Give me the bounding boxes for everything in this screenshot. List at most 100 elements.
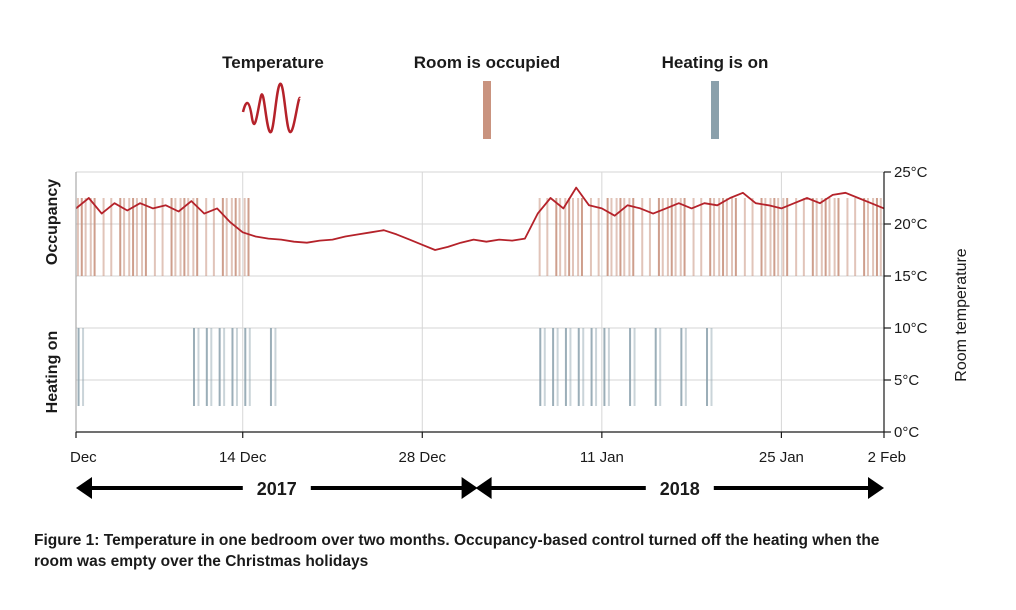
occupancy-bar: [183, 198, 186, 276]
heating-bar: [274, 328, 277, 406]
occupancy-bar: [795, 198, 798, 276]
legend-label-heating: Heating is on: [662, 53, 769, 72]
heating-bar: [659, 328, 662, 406]
occupancy-bar: [580, 198, 583, 276]
occupancy-bar: [623, 198, 626, 276]
x-tick-label: 25 Jan: [759, 449, 804, 466]
occupancy-bar: [833, 198, 836, 276]
occupancy-bar: [751, 198, 754, 276]
heating-bar: [603, 328, 606, 406]
occupancy-bar: [597, 198, 600, 276]
occupancy-bar: [123, 198, 126, 276]
heating-bar: [582, 328, 585, 406]
occupancy-bar: [161, 198, 164, 276]
occupancy-bar: [628, 198, 631, 276]
heating-bar: [590, 328, 593, 406]
occupancy-bar: [773, 198, 776, 276]
occupancy-bar: [80, 198, 83, 276]
legend-label-occupied: Room is occupied: [414, 53, 560, 72]
heating-bar: [654, 328, 657, 406]
occupancy-bar: [610, 198, 613, 276]
y-tick-labels: 0°C 5°C 10°C 15°C 20°C 25°C: [884, 164, 928, 441]
occupancy-bar: [760, 198, 763, 276]
occupancy-bar: [93, 198, 96, 276]
year-arrows: 2017 2018: [76, 477, 884, 499]
occupancy-bar: [837, 198, 840, 276]
x-tick-label: 2 Feb: [868, 449, 906, 466]
occupancy-bar: [769, 198, 772, 276]
occupancy-bar: [879, 198, 882, 276]
occupancy-bar: [230, 198, 233, 276]
legend: Temperature Room is occupied Heating is …: [222, 53, 768, 139]
occupancy-bar: [657, 198, 660, 276]
occupancy-bar: [234, 198, 237, 276]
occupancy-bar: [225, 198, 228, 276]
occupancy-bar: [174, 198, 177, 276]
x-tick-labels: Dec 14 Dec 28 Dec 11 Jan 25 Jan 2 Feb: [70, 432, 906, 466]
year-arrow-head-right: [461, 477, 478, 499]
occupancy-bar: [820, 198, 823, 276]
occupancy-bar: [132, 198, 135, 276]
occupancy-bar: [141, 198, 144, 276]
occupancy-bar: [854, 198, 857, 276]
occupancy-bar: [212, 198, 215, 276]
occupancy-bar: [179, 198, 182, 276]
heating-bar: [235, 328, 238, 406]
occupancy-bar: [568, 198, 571, 276]
occupancy-bar: [619, 198, 622, 276]
figure-caption: Figure 1: Temperature in one bedroom ove…: [34, 532, 880, 570]
occupancy-bar: [589, 198, 592, 276]
y-tick-label: 0°C: [894, 424, 919, 441]
occupancy-bar: [709, 198, 712, 276]
heating-bar: [607, 328, 610, 406]
occupancy-bar: [722, 198, 725, 276]
x-tick-label: 28 Dec: [399, 449, 447, 466]
heating-bar: [595, 328, 598, 406]
occupancy-bar: [692, 198, 695, 276]
occupancy-bar: [221, 198, 224, 276]
occupancy-bar: [555, 198, 558, 276]
temperature-line: [75, 186, 885, 251]
occupancy-bar: [84, 198, 87, 276]
occupancy-bar: [683, 198, 686, 276]
occupancy-bar: [192, 198, 195, 276]
legend-swatch-temperature: [241, 82, 302, 134]
temperature-series: [75, 186, 885, 251]
heating-bar: [197, 328, 200, 406]
y-tick-label: 10°C: [894, 320, 928, 337]
occupancy-bar: [170, 198, 173, 276]
heating-band-label: Heating on: [44, 331, 61, 414]
occupancy-bar: [196, 198, 199, 276]
occupancy-bar: [828, 198, 831, 276]
occupancy-bar: [119, 198, 122, 276]
occupancy-bar: [661, 198, 664, 276]
y-tick-label: 15°C: [894, 268, 928, 285]
occupancy-bar: [144, 198, 147, 276]
occupancy-bar: [648, 198, 651, 276]
year-arrow-head-left: [76, 477, 92, 499]
occupancy-bar: [135, 198, 138, 276]
occupancy-bar: [811, 198, 814, 276]
heating-bar: [552, 328, 555, 406]
occupancy-bar: [674, 198, 677, 276]
heating-bar: [564, 328, 567, 406]
heating-bar: [244, 328, 247, 406]
legend-swatch-occupied: [483, 81, 491, 139]
occupancy-bar: [815, 198, 818, 276]
occupancy-bar: [205, 198, 208, 276]
occupancy-bar: [187, 198, 190, 276]
occupancy-bar: [564, 198, 567, 276]
legend-swatch-heating: [711, 81, 719, 139]
heating-bar: [231, 328, 234, 406]
heating-bar: [543, 328, 546, 406]
occupancy-bar: [238, 198, 241, 276]
occupancy-bar: [777, 198, 780, 276]
heating-bar: [629, 328, 632, 406]
occupancy-bar: [76, 198, 79, 276]
occupancy-bar: [875, 198, 878, 276]
occupancy-bar: [846, 198, 849, 276]
occupancy-bar: [577, 198, 580, 276]
occupancy-bar: [725, 198, 728, 276]
heating-bar: [706, 328, 709, 406]
